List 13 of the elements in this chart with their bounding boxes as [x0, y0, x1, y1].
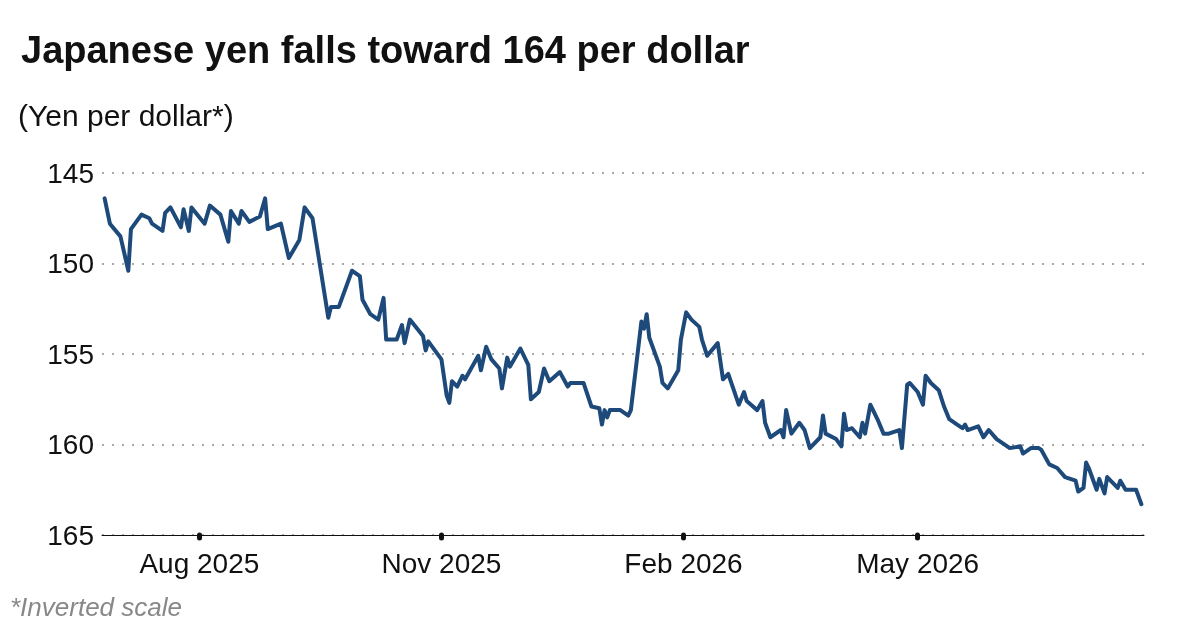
y-axis-title: (Yen per dollar*)	[18, 98, 234, 132]
x-tick-label: Feb 2026	[624, 547, 743, 579]
x-tick-label: May 2026	[856, 547, 980, 579]
chart-title: Japanese yen falls toward 164 per dollar	[21, 29, 750, 71]
x-tick-label: Aug 2025	[139, 547, 260, 579]
x-tick-label: Nov 2025	[381, 547, 502, 579]
line-series	[102, 196, 1144, 507]
y-tick-label: 150	[47, 248, 94, 279]
y-tick-label: 155	[47, 338, 94, 370]
y-tick-label: 160	[47, 429, 94, 460]
y-tick-label: 165	[47, 519, 94, 551]
y-tick-label: 145	[47, 157, 94, 189]
text: *Inverted scale	[10, 592, 182, 622]
